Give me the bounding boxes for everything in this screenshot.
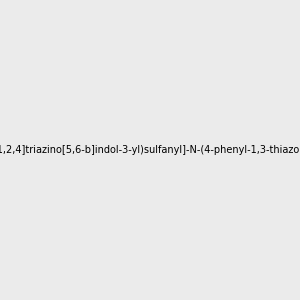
Text: 2-[(5-benzyl-5H-[1,2,4]triazino[5,6-b]indol-3-yl)sulfanyl]-N-(4-phenyl-1,3-thiaz: 2-[(5-benzyl-5H-[1,2,4]triazino[5,6-b]in… — [0, 145, 300, 155]
